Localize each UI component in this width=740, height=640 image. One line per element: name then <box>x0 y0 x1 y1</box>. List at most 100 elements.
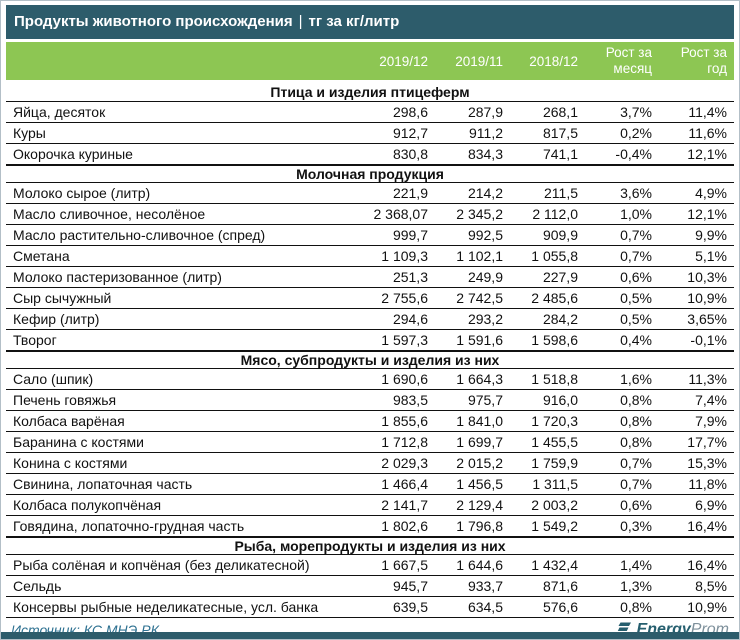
growth-value: 0,2% <box>620 125 652 141</box>
growth-value: 16,4% <box>687 518 727 534</box>
product-name: Колбаса варёная <box>13 413 125 429</box>
price-value: 1 841,0 <box>456 413 503 429</box>
price-value: 1 456,5 <box>456 476 503 492</box>
price-value: 298,6 <box>392 104 428 120</box>
growth-value: 15,3% <box>687 455 727 471</box>
price-value: 1 667,5 <box>381 557 428 573</box>
growth-value: 1,4% <box>620 557 652 573</box>
price-value: 1 432,4 <box>531 557 578 573</box>
page-title: Продукты животного происхождения <box>14 13 293 30</box>
table-row: Кефир (литр) 294,6 293,2 284,2 0,5% 3,65% <box>6 309 734 330</box>
growth-value: 7,4% <box>695 392 727 408</box>
price-value: 909,9 <box>542 227 578 243</box>
price-value: 983,5 <box>392 392 428 408</box>
product-name: Свинина, лопаточная часть <box>13 476 193 492</box>
growth-value: -0,1% <box>690 332 727 348</box>
price-value: 639,5 <box>392 599 428 615</box>
price-value: 1 664,3 <box>456 371 503 387</box>
product-name: Сельдь <box>13 578 62 594</box>
growth-value: 7,9% <box>695 413 727 429</box>
price-value: 912,7 <box>392 125 428 141</box>
growth-value: 0,6% <box>620 497 652 513</box>
growth-value: 11,3% <box>688 371 727 387</box>
price-value: 211,5 <box>544 185 578 201</box>
column-header-2018-12: 2018/12 <box>529 53 578 69</box>
growth-value: 10,3% <box>687 269 727 285</box>
growth-value: 1,0% <box>620 206 652 222</box>
price-value: 2 003,2 <box>531 497 578 513</box>
growth-value: 12,1% <box>687 206 727 222</box>
table-row: Молоко пастеризованное (литр) 251,3 249,9 2… <box>6 267 734 288</box>
growth-value: 11,4% <box>688 104 727 120</box>
growth-value: 0,4% <box>620 332 652 348</box>
year-growth-line2: год <box>707 61 727 76</box>
growth-value: 11,8% <box>688 476 727 492</box>
price-value: 227,9 <box>542 269 578 285</box>
price-value: 1 311,5 <box>532 476 578 492</box>
price-value: 1 102,1 <box>456 248 503 264</box>
section-header: Молочная продукция <box>6 165 734 183</box>
growth-value: 0,8% <box>620 434 652 450</box>
section-header: Птица и изделия птицеферм <box>6 84 734 102</box>
product-name: Окорочка куриные <box>13 146 133 162</box>
price-value: 2 129,4 <box>456 497 503 513</box>
price-value: 2 112,0 <box>532 206 578 222</box>
price-value: 1 759,9 <box>531 455 578 471</box>
table-row: Колбаса полукопчёная 2 141,7 2 129,4 2 003,… <box>6 495 734 516</box>
growth-value: 17,7% <box>687 434 727 450</box>
table-row: Куры 912,7 911,2 817,5 0,2% 11,6% <box>6 123 734 144</box>
title-unit: тг за кг/литр <box>308 13 400 30</box>
price-table: Птица и изделия птицеферм Яйца, десяток 29… <box>6 84 734 618</box>
price-value: 221,9 <box>392 185 428 201</box>
price-value: 1 690,6 <box>381 371 428 387</box>
price-value: 1 597,3 <box>381 332 428 348</box>
product-name: Сыр сычужный <box>13 290 112 306</box>
growth-value: 0,5% <box>620 290 652 306</box>
growth-value: 12,1% <box>687 146 727 162</box>
product-name: Масло растительно-сливочное (спред) <box>13 227 266 243</box>
growth-value: 1,6% <box>620 371 652 387</box>
growth-value: 1,3% <box>620 578 652 594</box>
price-value: 287,9 <box>467 104 503 120</box>
growth-value: 5,1% <box>695 248 727 264</box>
price-value: 284,2 <box>542 311 578 327</box>
growth-value: 0,7% <box>620 476 652 492</box>
price-value: 576,6 <box>542 599 578 615</box>
price-value: 1 699,7 <box>456 434 503 450</box>
product-name: Колбаса полукопчёная <box>13 497 162 513</box>
growth-value: 10,9% <box>687 599 727 615</box>
title-bar: Продукты животного происхождения | тг за к… <box>6 5 734 39</box>
growth-value: 0,5% <box>620 311 652 327</box>
table-row: Конина с костями 2 029,3 2 015,2 1 759,9 0,7… <box>6 453 734 474</box>
price-value: 1 712,8 <box>381 434 428 450</box>
price-value: 1 549,2 <box>531 518 578 534</box>
product-name: Молоко пастеризованное (литр) <box>13 269 222 285</box>
table-row: Печень говяжья 983,5 975,7 916,0 0,8% 7,4% <box>6 390 734 411</box>
table-row: Говядина, лопаточно-грудная часть 1 802,6… <box>6 516 734 537</box>
table-row: Масло растительно-сливочное (спред) 999,7… <box>6 225 734 246</box>
price-value: 1 455,5 <box>531 434 578 450</box>
column-header-month-growth: Рост за месяц <box>585 45 659 77</box>
growth-value: 0,3% <box>620 518 652 534</box>
price-value: 1 466,4 <box>381 476 428 492</box>
price-value: 1 796,8 <box>456 518 503 534</box>
price-value: 214,2 <box>467 185 503 201</box>
table-row: Сельдь 945,7 933,7 871,6 1,3% 8,5% <box>6 576 734 597</box>
table-row: Сметана 1 109,3 1 102,1 1 055,8 0,7% 5,1% <box>6 246 734 267</box>
price-value: 1 109,3 <box>381 248 428 264</box>
growth-value: 0,8% <box>620 392 652 408</box>
column-header-2019-12: 2019/12 <box>379 53 428 69</box>
price-value: 2 141,7 <box>381 497 428 513</box>
price-value: 933,7 <box>467 578 503 594</box>
bottom-accent-bar <box>1 632 739 639</box>
growth-value: 0,6% <box>620 269 652 285</box>
growth-value: 4,9% <box>695 185 727 201</box>
price-value: 2 029,3 <box>381 455 428 471</box>
growth-value: 8,5% <box>695 578 727 594</box>
price-value: 945,7 <box>392 578 428 594</box>
table-row: Консервы рыбные неделикатесные, усл. бан… <box>6 597 734 618</box>
year-growth-line1: Рост за <box>680 45 727 60</box>
price-value: 2 755,6 <box>381 290 428 306</box>
price-value: 992,5 <box>467 227 503 243</box>
